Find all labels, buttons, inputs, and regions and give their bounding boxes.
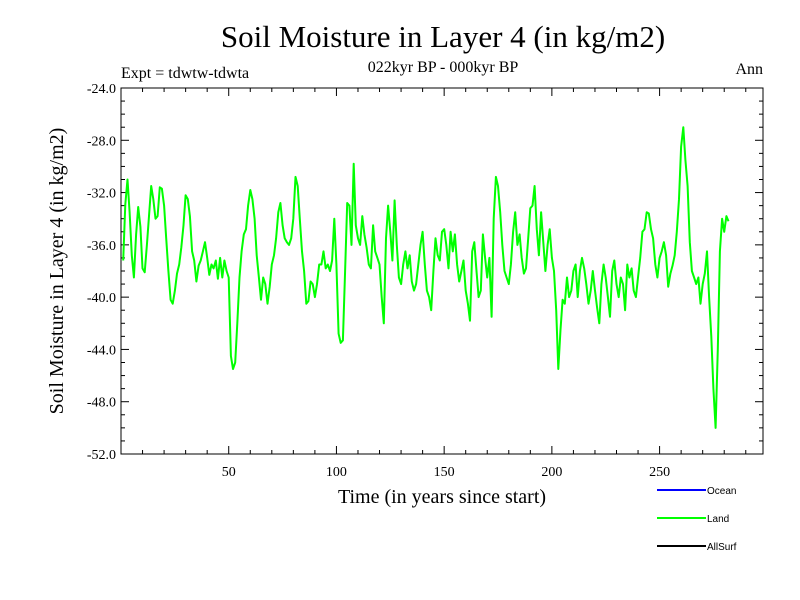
y-tick-label: -44.0	[87, 343, 116, 358]
y-tick-label: -36.0	[87, 239, 116, 254]
legend-label-land: Land	[707, 514, 729, 525]
series-layer	[122, 126, 730, 429]
x-tick-label: 250	[649, 465, 670, 480]
x-tick-label: 200	[541, 465, 562, 480]
series-line-land	[122, 126, 730, 429]
y-axis: -52.0 -48.0 -44.0 -40.0 -36.0 -32.0 -28.0 -24.0	[87, 82, 763, 463]
y-axis-label: Soil Moisture in Layer 4 (in kg/m2)	[46, 128, 68, 415]
legend: Ocean Land AllSurf	[657, 486, 737, 553]
experiment-label: Expt = tdwtw-tdwta	[121, 65, 249, 82]
x-axis-label: Time (in years since start)	[338, 486, 546, 508]
plot-frame	[120, 87, 764, 455]
y-tick-label: -24.0	[87, 82, 116, 97]
season-label: Ann	[735, 61, 763, 78]
legend-label-ocean: Ocean	[707, 486, 736, 497]
x-tick-label: 100	[326, 465, 347, 480]
x-axis: 50 100 150 200 250	[142, 88, 747, 480]
y-tick-label: -48.0	[87, 396, 116, 411]
x-tick-label: 150	[434, 465, 455, 480]
chart-subtitle: 022kyr BP - 000kyr BP	[368, 59, 519, 76]
x-tick-label: 50	[222, 465, 236, 480]
y-tick-label: -52.0	[87, 448, 116, 463]
chart-title: Soil Moisture in Layer 4 (in kg/m2)	[221, 19, 665, 54]
y-tick-label: -28.0	[87, 134, 116, 149]
y-tick-label: -32.0	[87, 187, 116, 202]
y-tick-label: -40.0	[87, 291, 116, 306]
legend-label-allsurf: AllSurf	[707, 542, 737, 553]
